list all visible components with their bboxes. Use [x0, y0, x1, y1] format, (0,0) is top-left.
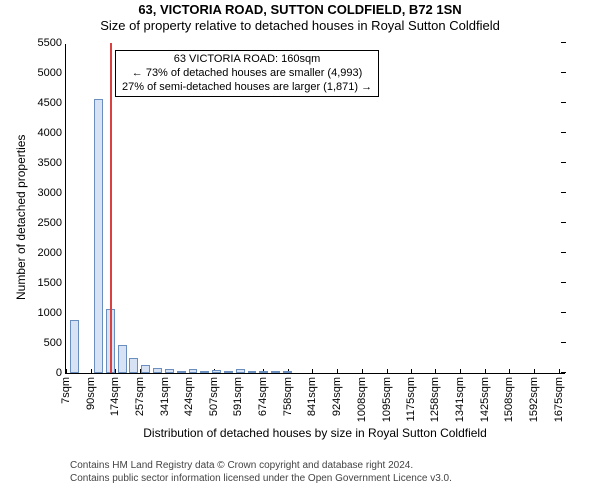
x-tick-label: 507sqm	[208, 373, 220, 416]
x-tick-mark	[387, 369, 388, 374]
y-tick-mark	[561, 252, 566, 253]
x-tick-mark	[66, 369, 67, 374]
x-tick-label: 341sqm	[159, 373, 171, 416]
chart-title-line2: Size of property relative to detached ho…	[0, 18, 600, 34]
y-tick-mark	[561, 42, 566, 43]
x-tick-label: 90sqm	[85, 373, 97, 410]
histogram-bar	[165, 369, 174, 373]
x-tick-label: 758sqm	[282, 373, 294, 416]
x-tick-label: 841sqm	[306, 373, 318, 416]
x-tick-label: 7sqm	[60, 373, 72, 404]
y-tick-label: 1000	[38, 307, 66, 319]
y-tick-label: 4000	[38, 127, 66, 139]
x-tick-mark	[411, 369, 412, 374]
y-tick-mark	[561, 162, 566, 163]
x-tick-label: 424sqm	[183, 373, 195, 416]
x-axis-label: Distribution of detached houses by size …	[65, 426, 565, 440]
histogram-bar	[212, 370, 221, 373]
y-tick-label: 4500	[38, 97, 66, 109]
y-tick-label: 3500	[38, 157, 66, 169]
histogram-bar	[153, 368, 162, 373]
histogram-bar	[129, 358, 138, 373]
annotation-line2: ← 73% of detached houses are smaller (4,…	[122, 67, 372, 81]
histogram-bar	[70, 320, 79, 373]
histogram-bar	[200, 371, 209, 373]
x-tick-label: 1341sqm	[454, 373, 466, 422]
x-tick-label: 174sqm	[109, 373, 121, 416]
histogram-bar	[141, 365, 150, 373]
x-tick-mark	[337, 369, 338, 374]
histogram-bar	[283, 371, 292, 373]
x-tick-label: 674sqm	[257, 373, 269, 416]
y-tick-mark	[561, 282, 566, 283]
histogram-bar	[259, 371, 268, 373]
x-tick-mark	[91, 369, 92, 374]
attribution-text: Contains HM Land Registry data © Crown c…	[70, 460, 452, 485]
annotation-line1: 63 VICTORIA ROAD: 160sqm	[122, 53, 372, 67]
x-tick-mark	[509, 369, 510, 374]
x-tick-label: 1008sqm	[356, 373, 368, 422]
y-tick-label: 5000	[38, 67, 66, 79]
x-tick-label: 1095sqm	[381, 373, 393, 422]
y-tick-label: 3000	[38, 187, 66, 199]
x-tick-mark	[362, 369, 363, 374]
x-tick-mark	[312, 369, 313, 374]
histogram-bar	[189, 369, 198, 373]
y-tick-label: 2500	[38, 217, 66, 229]
y-tick-mark	[561, 72, 566, 73]
histogram-bar	[94, 99, 103, 373]
y-tick-label: 5500	[38, 37, 66, 49]
histogram-bar	[248, 371, 257, 373]
marker-line	[110, 43, 112, 373]
x-tick-label: 257sqm	[134, 373, 146, 416]
histogram-bar	[224, 371, 233, 373]
y-tick-mark	[561, 342, 566, 343]
y-tick-label: 2000	[38, 247, 66, 259]
x-tick-mark	[435, 369, 436, 374]
chart-title-line1: 63, VICTORIA ROAD, SUTTON COLDFIELD, B72…	[0, 2, 600, 18]
y-tick-mark	[561, 132, 566, 133]
y-tick-label: 1500	[38, 277, 66, 289]
x-tick-mark	[485, 369, 486, 374]
y-tick-mark	[561, 192, 566, 193]
histogram-bar	[271, 371, 280, 373]
y-axis-label: Number of detached properties	[14, 135, 28, 300]
x-tick-label: 591sqm	[232, 373, 244, 416]
x-tick-label: 1508sqm	[503, 373, 515, 422]
annotation-box: 63 VICTORIA ROAD: 160sqm ← 73% of detach…	[115, 50, 379, 97]
y-tick-mark	[561, 312, 566, 313]
attribution-line2: Contains public sector information licen…	[70, 473, 452, 486]
y-tick-label: 500	[44, 337, 66, 349]
annotation-line3: 27% of semi-detached houses are larger (…	[122, 81, 372, 95]
x-tick-label: 1425sqm	[479, 373, 491, 422]
x-tick-mark	[115, 369, 116, 374]
y-tick-mark	[561, 222, 566, 223]
x-tick-label: 1675sqm	[553, 373, 565, 422]
histogram-bar	[236, 369, 245, 373]
histogram-bar	[118, 345, 127, 373]
x-tick-mark	[559, 369, 560, 374]
histogram-bar	[177, 371, 186, 373]
x-tick-label: 1592sqm	[528, 373, 540, 422]
x-tick-mark	[534, 369, 535, 374]
y-tick-mark	[561, 102, 566, 103]
x-tick-mark	[460, 369, 461, 374]
x-tick-label: 924sqm	[331, 373, 343, 416]
x-tick-label: 1175sqm	[405, 373, 417, 421]
x-tick-label: 1258sqm	[429, 373, 441, 422]
attribution-line1: Contains HM Land Registry data © Crown c…	[70, 460, 452, 473]
